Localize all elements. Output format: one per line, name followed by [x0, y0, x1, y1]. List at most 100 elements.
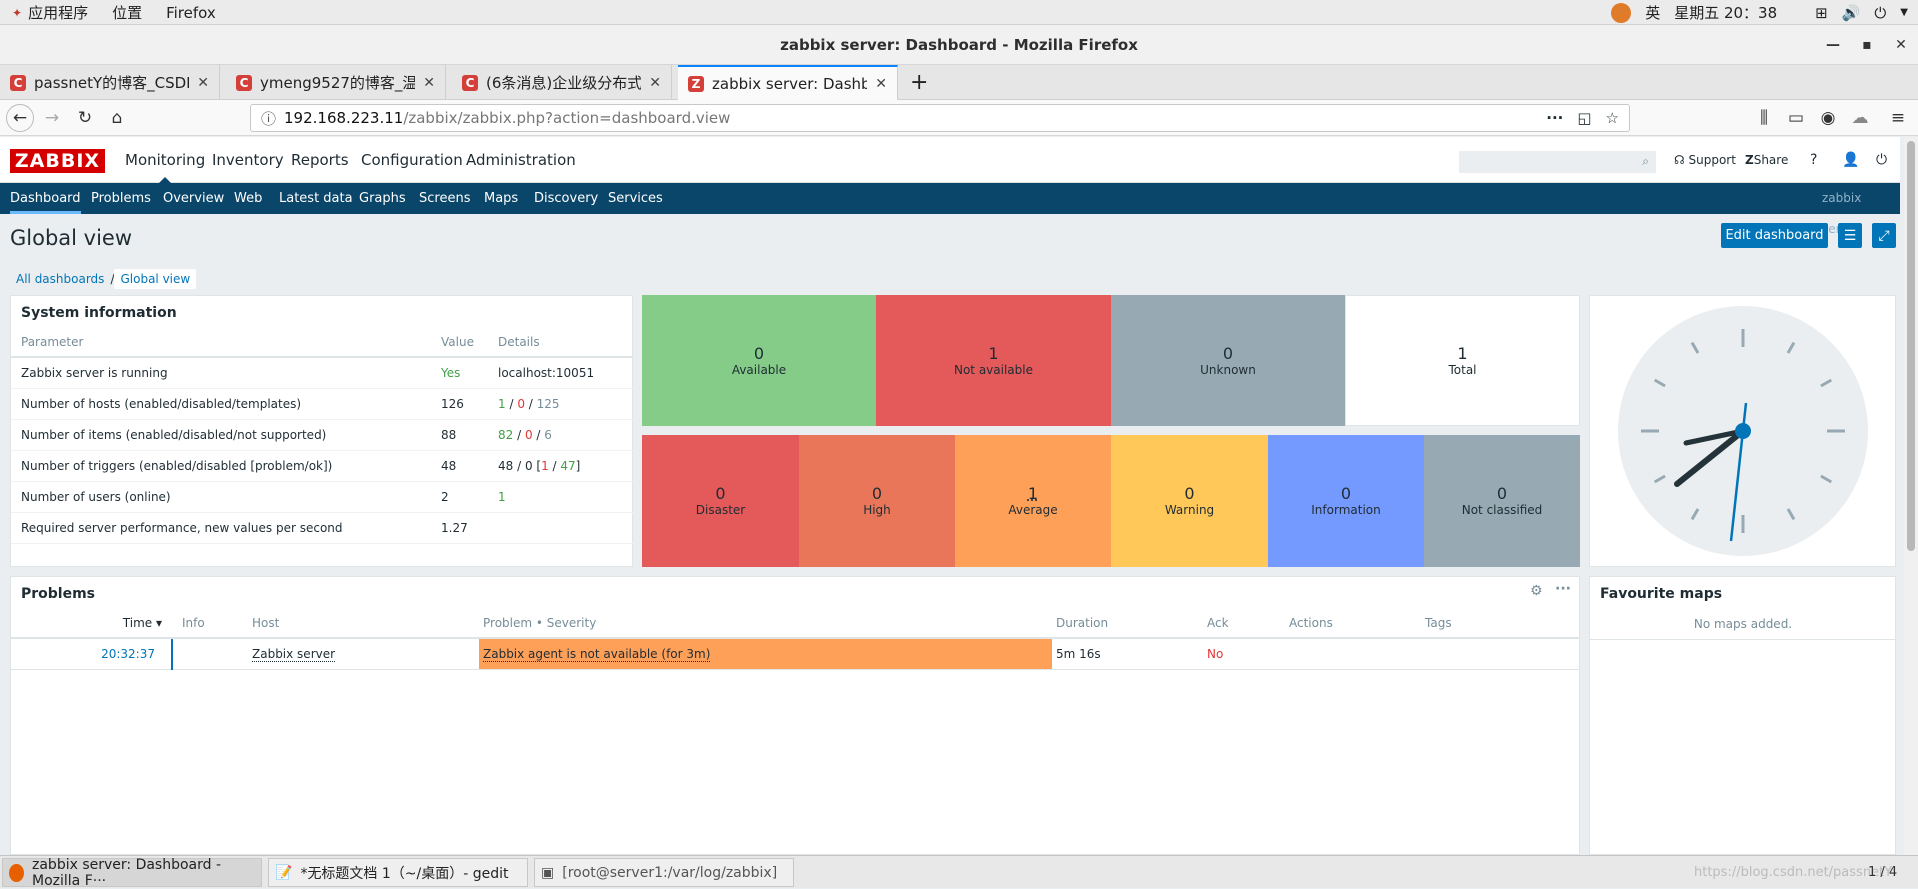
page-scrollbar[interactable]	[1904, 137, 1918, 855]
submenu-overview[interactable]: Overview	[163, 191, 225, 206]
clock-center	[1735, 423, 1751, 439]
menu-monitoring[interactable]: Monitoring	[125, 137, 205, 183]
more-options-icon[interactable]: ···	[1555, 581, 1571, 597]
severity-tile-information[interactable]: 0 Information	[1268, 435, 1424, 567]
taskbar-item-terminal[interactable]: ▣ [root@server1:/var/log/zabbix]	[534, 858, 794, 887]
availability-tile-not-available[interactable]: 1 Not available	[876, 295, 1111, 426]
taskbar-item-firefox[interactable]: zabbix server: Dashboard - Mozilla F···	[2, 857, 262, 889]
menu-inventory[interactable]: Inventory	[212, 151, 284, 169]
close-tab-icon[interactable]: ✕	[875, 75, 887, 92]
maximize-button[interactable]: ▪	[1862, 37, 1872, 53]
column-header: Details	[498, 327, 633, 358]
page-actions-icon[interactable]: ···	[1546, 109, 1564, 127]
column-header-time[interactable]: Time ▾	[11, 608, 172, 639]
problem-time[interactable]: 20:32:37	[11, 638, 173, 670]
places-menu[interactable]: 位置	[112, 4, 143, 22]
menu-reports[interactable]: Reports	[291, 151, 349, 169]
library-icon[interactable]: ⫼	[1760, 108, 1768, 128]
severity-tile-not-classified[interactable]: 0 Not classified	[1424, 435, 1580, 567]
submenu-screens[interactable]: Screens	[419, 191, 471, 206]
submenu-latest-data[interactable]: Latest data	[279, 191, 353, 206]
support-link[interactable]: ☊ Support	[1674, 153, 1736, 167]
user-avatar-icon[interactable]	[1611, 2, 1632, 23]
submenu-dashboard[interactable]: Dashboard	[10, 183, 81, 214]
workspace-indicator[interactable]: 1 / 4	[1868, 865, 1898, 880]
submenu-discovery[interactable]: Discovery	[534, 191, 599, 206]
chevron-down-icon[interactable]: ▼	[1900, 7, 1908, 18]
gear-icon[interactable]: ⚙	[1530, 583, 1543, 599]
close-window-button[interactable]: ✕	[1895, 37, 1907, 53]
back-button[interactable]: ←	[6, 104, 34, 132]
problem-ack[interactable]: No	[1207, 638, 1289, 670]
url-bar[interactable]: ⓘ 192.168.223.11/zabbix/zabbix.php?actio…	[250, 104, 1630, 132]
browser-tab-active[interactable]: Z zabbix server: Dashboard ✕	[678, 65, 898, 100]
forward-button[interactable]: →	[38, 104, 66, 132]
column-header: Problem • Severity	[479, 608, 1052, 639]
breadcrumb-all-dashboards[interactable]: All dashboards	[16, 272, 105, 286]
watermark: https://blog.csdn.net/passnetY	[1694, 865, 1893, 880]
minimize-button[interactable]: —	[1826, 37, 1840, 53]
sign-out-icon[interactable]: ⏻	[1876, 152, 1888, 168]
param-cell: Zabbix server is running	[11, 357, 441, 389]
availability-tile-unknown[interactable]: 0 Unknown	[1111, 295, 1345, 426]
clock[interactable]: 星期五 20：38	[1674, 4, 1778, 22]
taskbar-item-gedit[interactable]: 📝 *无标题文档 1（~/桌面）- gedit	[268, 858, 528, 887]
bookmark-star-icon[interactable]: ☆	[1605, 109, 1619, 127]
volume-icon[interactable]: 🔊	[1841, 3, 1861, 22]
account-icon[interactable]: ◉	[1820, 108, 1836, 128]
severity-tile-average[interactable]: 1 Average	[955, 435, 1111, 567]
submenu-services[interactable]: Services	[608, 191, 663, 206]
availability-tile-available[interactable]: 0 Available	[642, 295, 876, 426]
availability-tile-total[interactable]: 1 Total	[1345, 295, 1580, 426]
power-icon[interactable]: ⏻	[1874, 3, 1887, 22]
menu-configuration[interactable]: Configuration	[361, 151, 463, 169]
user-profile-icon[interactable]: 👤	[1842, 152, 1860, 168]
extension-icon[interactable]: ☁	[1851, 108, 1869, 128]
new-tab-button[interactable]: +	[910, 70, 929, 95]
submenu-graphs[interactable]: Graphs	[359, 191, 406, 206]
severity-tile-disaster[interactable]: 0 Disaster	[642, 435, 799, 567]
fullscreen-button[interactable]: ⤢	[1872, 223, 1896, 248]
home-button[interactable]: ⌂	[103, 104, 131, 132]
problem-info	[172, 638, 252, 670]
table-row: Zabbix server is running Yes localhost:1…	[11, 357, 633, 389]
column-header: Host	[252, 608, 479, 639]
severity-tile-high[interactable]: 0 High	[799, 435, 955, 567]
share-link[interactable]: ZShare	[1745, 153, 1789, 167]
network-icon[interactable]: ⊞	[1815, 3, 1828, 22]
param-cell: Number of hosts (enabled/disabled/templa…	[11, 388, 441, 420]
search-icon[interactable]: ⌕	[1642, 154, 1649, 168]
browser-tab[interactable]: C ymeng9527的博客_温柔 ✕	[226, 65, 446, 100]
input-method-indicator[interactable]: 英	[1645, 4, 1661, 22]
close-tab-icon[interactable]: ✕	[649, 74, 661, 91]
severity-tile-warning[interactable]: 0 Warning	[1111, 435, 1268, 567]
problem-description[interactable]: Zabbix agent is not available (for 3m)	[479, 638, 1052, 670]
help-button[interactable]: ?	[1810, 152, 1818, 168]
submenu-maps[interactable]: Maps	[484, 191, 519, 206]
dashboard-menu-button[interactable]: ☰	[1838, 223, 1862, 248]
problem-duration: 5m 16s	[1052, 638, 1207, 670]
menu-administration[interactable]: Administration	[466, 151, 576, 169]
close-tab-icon[interactable]: ✕	[197, 74, 209, 91]
submenu-problems[interactable]: Problems	[91, 191, 151, 206]
hamburger-menu-icon[interactable]: ≡	[1890, 108, 1906, 128]
param-cell: Number of items (enabled/disabled/not su…	[11, 419, 441, 451]
firefox-app-menu[interactable]: Firefox	[166, 3, 216, 22]
info-icon[interactable]: ⓘ	[261, 109, 277, 128]
applications-menu[interactable]: ✦ 应用程序	[12, 4, 89, 22]
zabbix-logo[interactable]: ZABBIX	[10, 149, 105, 173]
reload-button[interactable]: ↻	[71, 104, 99, 132]
breadcrumb: All dashboards / Global view	[10, 268, 197, 290]
scrollbar-thumb[interactable]	[1907, 141, 1915, 551]
pocket-icon[interactable]: ◱	[1577, 109, 1592, 127]
breadcrumb-global-view[interactable]: Global view	[114, 269, 197, 289]
submenu-web[interactable]: Web	[234, 191, 263, 206]
search-input[interactable]: ⌕	[1459, 151, 1656, 173]
browser-tab[interactable]: C passnetY的博客_CSDN博 ✕	[0, 65, 220, 100]
browser-tab[interactable]: C (6条消息)企业级分布式 ✕	[452, 65, 672, 100]
close-tab-icon[interactable]: ✕	[423, 74, 435, 91]
page-title: Global view	[10, 226, 133, 250]
edit-dashboard-button[interactable]: Edit dashboard	[1721, 223, 1828, 248]
sidebar-icon[interactable]: ▭	[1787, 108, 1805, 128]
problem-host[interactable]: Zabbix server	[252, 638, 479, 670]
